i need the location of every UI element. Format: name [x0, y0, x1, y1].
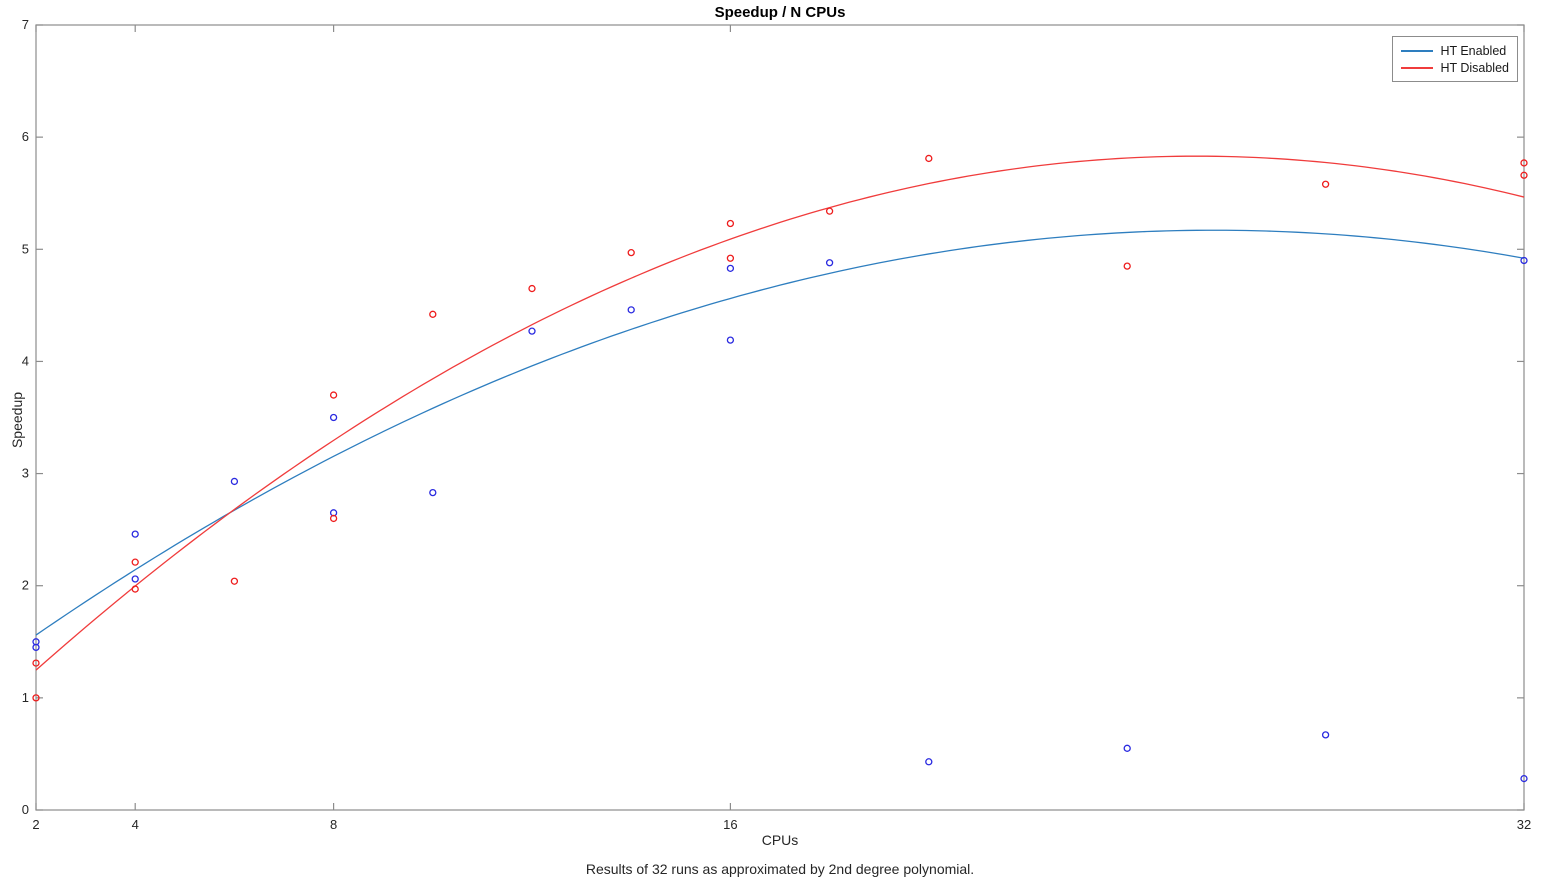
legend-entry-ht-enabled: HT Enabled — [1401, 42, 1509, 59]
data-point-ht-enabled — [329, 413, 338, 422]
legend-entry-ht-disabled: HT Disabled — [1401, 59, 1509, 76]
y-tick-label: 7 — [22, 17, 29, 32]
data-point-ht-enabled — [429, 488, 437, 497]
y-tick-label: 0 — [22, 802, 29, 817]
data-point-ht-enabled — [528, 327, 536, 335]
x-tick-label: 4 — [132, 817, 139, 832]
legend: HT Enabled HT Disabled — [1392, 36, 1518, 82]
data-point-ht-disabled — [1321, 180, 1330, 188]
x-tick-label: 32 — [1517, 817, 1531, 832]
data-point-ht-enabled — [1123, 744, 1131, 752]
x-tick-label: 16 — [723, 817, 737, 832]
data-point-ht-disabled — [1520, 171, 1528, 179]
data-point-ht-disabled — [131, 558, 139, 566]
data-point-ht-enabled — [726, 336, 735, 344]
y-tick-label: 1 — [22, 690, 29, 705]
data-point-ht-disabled — [925, 154, 933, 163]
data-point-ht-disabled — [230, 577, 239, 585]
data-point-ht-disabled — [429, 310, 437, 318]
data-point-ht-enabled — [627, 306, 635, 314]
data-point-ht-enabled — [1520, 256, 1528, 265]
fit-curve-ht-enabled — [35, 229, 1525, 636]
fit-curve-ht-disabled — [35, 155, 1525, 671]
data-point-ht-enabled — [825, 259, 834, 267]
y-tick-label: 2 — [22, 578, 29, 593]
data-point-ht-disabled — [825, 207, 834, 215]
data-point-ht-disabled — [329, 514, 338, 523]
data-point-ht-disabled — [32, 694, 40, 702]
y-tick-label: 6 — [22, 129, 29, 144]
legend-line-swatch — [1401, 49, 1434, 52]
data-point-ht-enabled — [925, 758, 933, 766]
data-point-ht-disabled — [627, 248, 635, 257]
data-point-ht-disabled — [1520, 159, 1528, 167]
data-point-ht-disabled — [726, 254, 735, 262]
legend-label: HT Disabled — [1440, 60, 1509, 75]
data-point-ht-enabled — [1321, 731, 1330, 739]
y-tick-label: 5 — [22, 241, 29, 256]
data-point-ht-disabled — [131, 585, 139, 593]
data-point-ht-enabled — [32, 643, 40, 652]
data-point-ht-enabled — [1520, 774, 1528, 783]
data-point-ht-enabled — [230, 477, 239, 486]
data-point-ht-enabled — [131, 530, 139, 538]
x-axis-label: CPUs — [761, 832, 799, 848]
y-tick-label: 4 — [22, 353, 29, 368]
data-point-ht-enabled — [726, 264, 735, 273]
data-point-ht-enabled — [131, 575, 139, 583]
figure-caption: Results of 32 runs as approximated by 2n… — [585, 861, 975, 877]
x-tick-label: 2 — [32, 817, 39, 832]
legend-line-swatch — [1401, 66, 1434, 69]
legend-label: HT Enabled — [1440, 43, 1507, 58]
axis-box — [35, 24, 1525, 811]
data-point-ht-disabled — [528, 284, 536, 293]
data-point-ht-disabled — [726, 219, 735, 228]
data-point-ht-disabled — [32, 659, 40, 667]
x-tick-label: 8 — [330, 817, 337, 832]
y-tick-label: 3 — [22, 466, 29, 481]
data-point-ht-disabled — [1123, 262, 1131, 270]
data-point-ht-disabled — [329, 391, 338, 399]
chart-title: Speedup / N CPUs — [714, 4, 846, 21]
